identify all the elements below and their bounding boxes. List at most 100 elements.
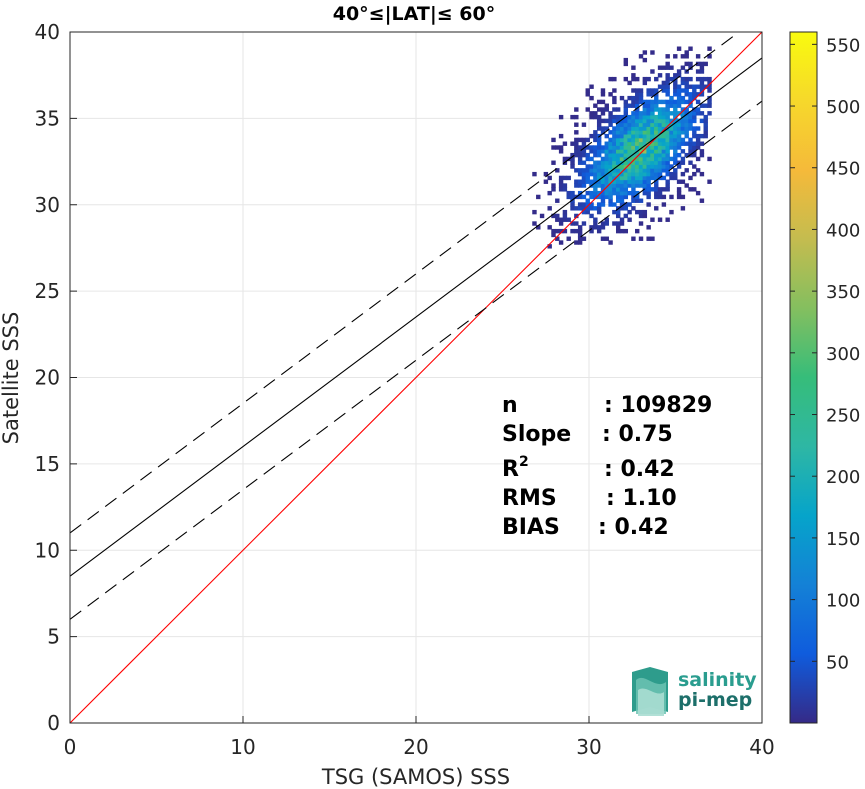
density-cell xyxy=(600,111,606,116)
density-cell xyxy=(692,133,697,139)
density-cell xyxy=(600,171,606,177)
y-axis-ticks: 0 5 10 15 20 25 30 35 40 xyxy=(35,20,77,735)
density-cell xyxy=(676,111,682,116)
density-cell xyxy=(680,130,686,135)
y-tick-label: 35 xyxy=(35,106,60,130)
density-cell xyxy=(665,84,670,89)
density-cell xyxy=(623,164,629,169)
density-cell xyxy=(654,164,659,169)
density-cell xyxy=(631,156,636,162)
density-cell xyxy=(608,179,613,184)
stat-value-r2: : 0.42 xyxy=(604,457,675,482)
density-cell xyxy=(593,164,598,169)
density-cell xyxy=(623,175,629,181)
density-cell xyxy=(577,156,583,162)
density-cell xyxy=(619,137,625,143)
density-cell xyxy=(574,145,579,150)
density-cell xyxy=(608,145,613,150)
density-cell xyxy=(589,168,594,173)
density-cell xyxy=(600,88,606,93)
density-cell xyxy=(642,171,648,177)
density-cell xyxy=(650,156,655,162)
density-cell xyxy=(574,141,579,146)
density-cell xyxy=(631,76,636,82)
density-cell xyxy=(555,145,560,150)
density-cell xyxy=(566,175,571,181)
density-cell xyxy=(612,171,617,177)
density-cell xyxy=(695,126,701,131)
density-cell xyxy=(699,88,705,93)
density-cell xyxy=(699,152,705,158)
density-cell xyxy=(684,141,689,146)
density-cell xyxy=(627,183,632,188)
chart-title: 40°≤|LAT|≤ 60° xyxy=(333,3,496,25)
density-cell xyxy=(673,103,678,108)
density-cell xyxy=(642,190,648,196)
density-cell xyxy=(615,179,621,184)
density-cell xyxy=(692,88,697,93)
density-cell xyxy=(646,202,651,207)
density-cell xyxy=(638,54,644,59)
density-cell xyxy=(665,137,670,143)
density-cell xyxy=(650,126,655,131)
density-cell xyxy=(604,179,609,184)
density-cell xyxy=(619,126,625,131)
density-cell xyxy=(623,107,629,112)
density-cell xyxy=(608,240,613,245)
density-cell xyxy=(642,183,648,188)
density-cell xyxy=(558,179,564,184)
density-cell xyxy=(581,194,587,200)
density-cell xyxy=(558,183,564,188)
density-cell xyxy=(661,137,667,143)
density-cell xyxy=(608,190,613,196)
density-cell xyxy=(680,137,686,143)
density-cell xyxy=(654,122,659,127)
density-cell xyxy=(577,152,583,158)
density-cell xyxy=(615,156,621,162)
density-cell xyxy=(619,152,625,158)
density-cell xyxy=(654,88,659,93)
density-cell xyxy=(646,88,651,93)
density-cell xyxy=(574,122,579,127)
density-cell xyxy=(688,111,693,116)
density-cell xyxy=(631,88,636,93)
density-cell xyxy=(638,171,644,177)
density-cell xyxy=(593,152,598,158)
x-axis-ticks: 0 10 20 30 40 xyxy=(64,716,775,759)
density-cell xyxy=(627,145,632,150)
density-cell xyxy=(684,99,689,105)
density-cell xyxy=(635,179,640,184)
density-cell xyxy=(707,88,712,93)
density-cell xyxy=(673,111,678,116)
density-cell xyxy=(593,111,598,116)
density-cell xyxy=(695,156,701,162)
density-cell xyxy=(684,84,689,89)
density-cell xyxy=(558,133,564,139)
density-cell xyxy=(612,160,617,165)
density-cell xyxy=(627,118,632,124)
density-cell xyxy=(581,202,587,207)
density-cell xyxy=(589,179,594,184)
density-cell xyxy=(676,103,682,108)
density-cell xyxy=(574,107,579,112)
density-cell xyxy=(669,122,674,127)
density-cell xyxy=(650,236,655,241)
density-cell xyxy=(665,65,670,70)
density-cell xyxy=(707,156,712,162)
density-cell xyxy=(585,88,590,93)
density-cell xyxy=(612,88,617,93)
density-cell xyxy=(661,88,667,93)
colorbar-tick-label: 400 xyxy=(826,220,860,241)
density-cell xyxy=(585,92,590,97)
density-cell xyxy=(673,175,678,181)
density-cell xyxy=(608,202,613,207)
density-cell xyxy=(589,133,594,139)
density-cell xyxy=(612,202,617,207)
density-cell xyxy=(650,149,655,154)
density-cell xyxy=(642,160,648,165)
density-cell xyxy=(673,54,678,59)
density-cell xyxy=(676,141,682,146)
density-cell xyxy=(612,179,617,184)
density-cell xyxy=(642,50,648,55)
